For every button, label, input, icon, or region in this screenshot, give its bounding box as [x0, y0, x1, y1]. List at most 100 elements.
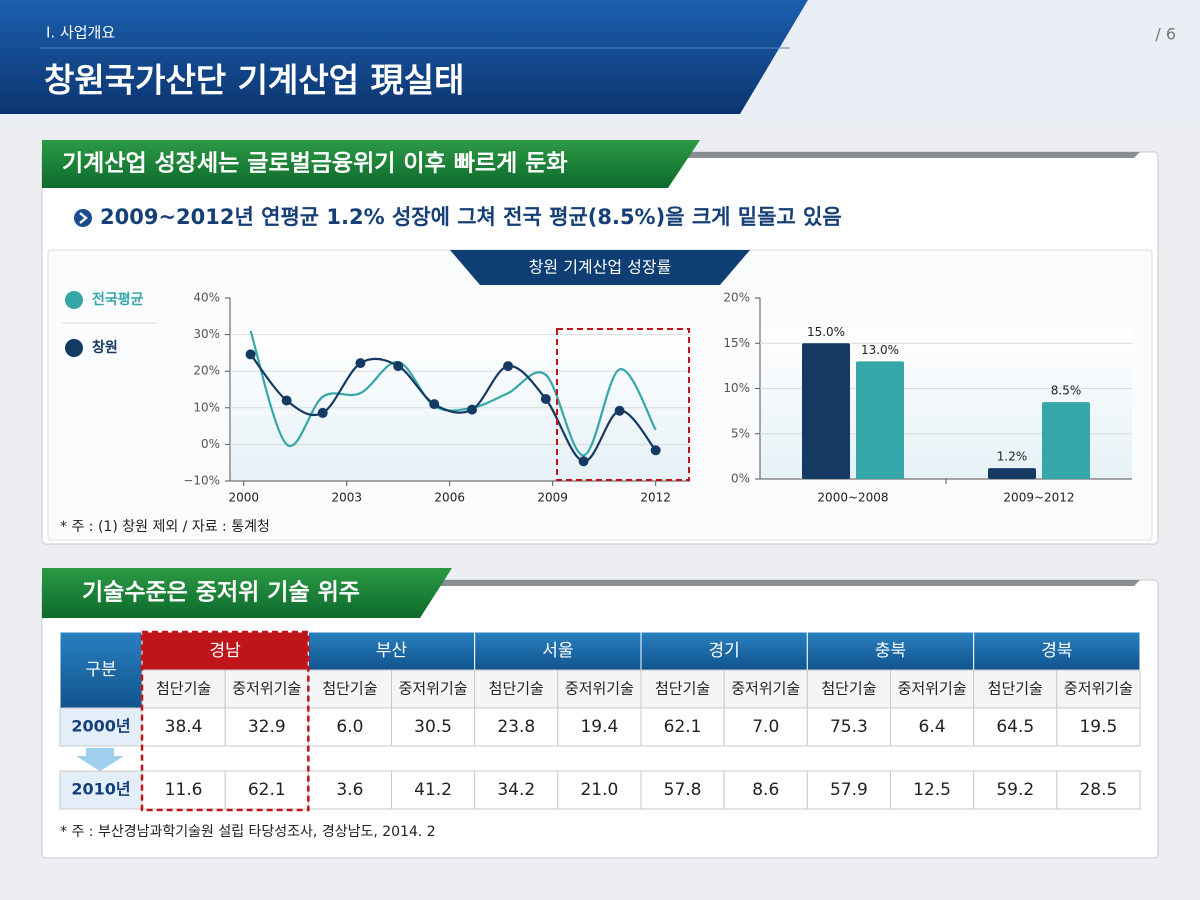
cell-value: 3.6: [336, 780, 363, 800]
page-number: / 6: [1155, 25, 1176, 44]
legend-swatch: [65, 291, 83, 309]
cell: [557, 707, 642, 747]
region-cell: [973, 631, 1141, 671]
point: [281, 395, 292, 406]
cell-value: 62.1: [248, 780, 286, 800]
bullet-text: 2009~2012년 연평균 1.2% 성장에 그쳐 전국 평균(8.5%)을 …: [100, 205, 842, 229]
cell-value: 34.2: [497, 780, 535, 800]
heading-ribbon: [42, 568, 452, 618]
note: * 주 : (1) 창원 제외 / 자료 : 통계청: [60, 519, 270, 535]
point: [578, 456, 589, 467]
point: [503, 361, 514, 372]
heading-ribbon: [42, 140, 700, 188]
point: [355, 358, 366, 369]
value-label: 15.0%: [807, 325, 845, 339]
subheader-cell: [141, 669, 226, 709]
bar: [802, 343, 850, 479]
region-cell: [806, 631, 975, 671]
y-tick-label: 0%: [731, 472, 750, 486]
ribbon-tail: [686, 152, 1140, 158]
subheader-cell: [806, 669, 891, 709]
row-label: 2000년: [71, 717, 130, 736]
cell: [224, 770, 309, 810]
section-label: Ⅰ. 사업개요: [46, 24, 115, 42]
line-series: [249, 330, 657, 457]
y-tick-label: 0%: [201, 437, 220, 451]
x-tick-label: 2009: [537, 491, 568, 505]
subheader-cell: [391, 669, 476, 709]
cell: [307, 770, 393, 810]
cell-value: 7.0: [752, 717, 779, 737]
region-cell: [474, 631, 642, 671]
cell-value: 6.4: [919, 717, 946, 737]
cell: [307, 707, 393, 747]
subheader-label: 중저위기술: [399, 680, 468, 698]
region-label: 경기: [709, 641, 740, 661]
plot-bg: [230, 331, 690, 481]
cell-value: 59.2: [996, 780, 1034, 800]
y-tick-label: −10%: [183, 474, 220, 488]
cell-value: 41.2: [414, 780, 452, 800]
point: [393, 361, 404, 372]
legend-label: 전국평균: [92, 291, 144, 308]
cell-value: 62.1: [664, 717, 702, 737]
bar: [1042, 402, 1090, 479]
subheader-cell: [307, 669, 393, 709]
cell: [141, 770, 226, 810]
subheader-label: 중저위기술: [898, 680, 967, 698]
subheader-label: 첨단기술: [156, 680, 211, 698]
cell: [723, 707, 808, 747]
subheader-label: 중저위기술: [565, 680, 634, 698]
subheader-cell: [640, 669, 725, 709]
cell-value: 19.5: [1079, 717, 1117, 737]
subheader-label: 첨단기술: [489, 680, 544, 698]
subheader-label: 중저위기술: [232, 680, 301, 698]
subheader-label: 첨단기술: [655, 680, 710, 698]
subheader-label: 중저위기술: [1064, 680, 1133, 698]
cell: [723, 770, 808, 810]
point: [245, 349, 256, 360]
cell: [1056, 770, 1141, 810]
y-tick-label: 15%: [723, 336, 750, 350]
cell-value: 64.5: [996, 717, 1034, 737]
value-label: 13.0%: [861, 343, 899, 357]
highlight-box: [140, 630, 310, 812]
cell: [141, 707, 226, 747]
cell-value: 8.6: [752, 780, 779, 800]
subheader-label: 첨단기술: [821, 680, 876, 698]
cell-value: 75.3: [830, 717, 868, 737]
subheader-label: 첨단기술: [322, 680, 377, 698]
value-label: 1.2%: [997, 450, 1028, 464]
subheader-cell: [474, 669, 559, 709]
cell: [806, 707, 891, 747]
cell-value: 57.8: [664, 780, 702, 800]
highlight-box: [556, 328, 690, 481]
point: [540, 394, 551, 405]
row-label: 2010년: [71, 780, 130, 799]
x-tick-label: 2012: [640, 491, 671, 505]
point: [650, 445, 661, 456]
section-heading: 기계산업 성장세는 글로벌금융위기 이후 빠르게 둔화: [62, 151, 568, 177]
header-band: [0, 0, 808, 114]
cell-value: 11.6: [165, 780, 203, 800]
subheader-label: 중저위기술: [731, 680, 800, 698]
region-label: 경남: [210, 641, 242, 661]
point: [467, 404, 478, 415]
cell-value: 32.9: [248, 717, 286, 737]
bar: [856, 361, 904, 479]
x-tick-label: 2003: [331, 491, 362, 505]
y-tick-label: 20%: [723, 291, 750, 305]
region-label: 서울: [542, 641, 573, 661]
bar: [988, 468, 1036, 479]
cell: [391, 770, 476, 810]
x-tick-label: 2000: [228, 491, 259, 505]
point: [614, 405, 625, 416]
cell: [890, 707, 975, 747]
cell-value: 38.4: [165, 717, 203, 737]
cell-value: 6.0: [336, 717, 363, 737]
down-arrow: [76, 748, 124, 771]
chart-title-ribbon: [450, 250, 750, 285]
cell-value: 30.5: [414, 717, 452, 737]
region-label: 경북: [1041, 641, 1072, 661]
note: * 주 : 부산경남과학기술원 설립 타당성조사, 경상남도, 2014. 2: [60, 824, 436, 840]
